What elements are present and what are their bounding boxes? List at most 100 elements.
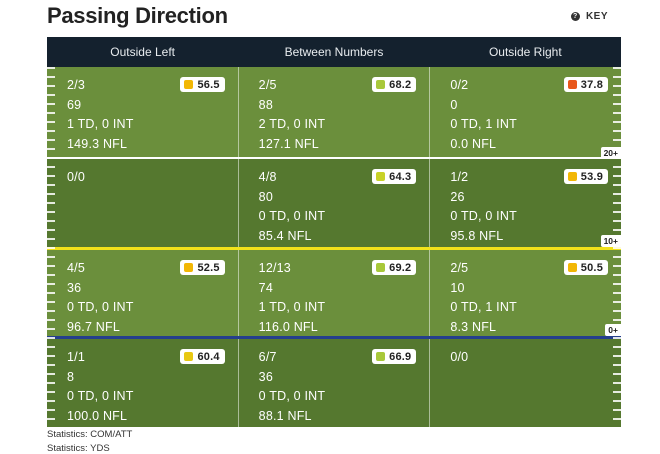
grade-color-swatch [184,263,194,272]
stat-yards: 26 [450,189,465,204]
depth-row: 0/0 4/8 80 0 TD, 0 INT 85.4 NFL 64.3 1/2 26 0 TD… [47,159,621,247]
zone-cell[interactable]: 1/1 8 0 TD, 0 INT 100.0 NFL 60.4 [47,339,238,427]
right-hash-marks [613,67,621,427]
zone-cell[interactable]: 2/3 69 1 TD, 0 INT 149.3 NFL 56.5 [47,67,238,157]
grade-value: 53.9 [580,170,604,183]
zone-cell[interactable]: 4/8 80 0 TD, 0 INT 85.4 NFL 64.3 [237,159,430,247]
first-down-line [47,247,621,250]
stat-td-int: 0 TD, 0 INT [450,209,517,223]
grade-value: 56.5 [197,78,220,91]
depth-row: 1/1 8 0 TD, 0 INT 100.0 NFL 60.4 6/7 36 0 TD, 0… [47,339,621,427]
grade-color-swatch [376,80,386,89]
grade-badge: 56.5 [180,77,225,92]
stat-td-int: 2 TD, 0 INT [258,117,326,131]
stat-com-att: 2/3 [67,78,85,92]
stat-yards: 88 [258,97,273,112]
stat-com-att: 0/0 [450,350,469,364]
stat-td-int: 0 TD, 1 INT [450,300,517,314]
yard-line-20 [47,157,621,159]
grade-color-swatch [376,172,386,181]
stat-td-int: 1 TD, 0 INT [258,300,326,314]
grade-value: 66.9 [389,350,412,363]
line-of-scrimmage [47,336,621,339]
grade-badge: 50.5 [563,260,609,275]
grade-badge: 69.2 [372,260,417,275]
question-icon: ? [570,12,580,21]
stat-com-att: 0/2 [450,78,469,92]
stat-yards [67,188,238,208]
depth-marker: 0+ [605,324,621,336]
grade-color-swatch [376,352,386,361]
zone-cell[interactable]: 0/0 [47,159,238,247]
stat-nfl-rating: 88.1 NFL [258,408,312,423]
grade-color-swatch [567,80,577,89]
grade-badge: 68.2 [372,77,417,92]
stat-nfl-rating: 0.0 NFL [450,136,497,151]
stat-com-att: 4/8 [258,170,277,184]
zone-cell[interactable]: 1/2 26 0 TD, 0 INT 95.8 NFL 53.9 [429,159,621,247]
grade-color-swatch [184,352,194,361]
stat-td-int: 0 TD, 0 INT [67,300,134,314]
stat-com-att: 0/0 [67,170,85,184]
stat-nfl-rating: 85.4 NFL [258,228,312,243]
column-header: Outside Left Between Numbers Outside Rig… [47,37,621,67]
stat-nfl-rating: 100.0 NFL [67,408,128,423]
stat-yards: 36 [258,369,273,384]
stat-td-int: 0 TD, 0 INT [258,209,326,223]
column-between-numbers: Between Numbers [284,45,384,59]
stat-yards: 74 [258,280,273,295]
stat-td-int [450,387,621,407]
stat-yards: 80 [258,189,273,204]
stat-com-att: 1/2 [450,170,469,184]
grade-value: 50.5 [580,261,604,274]
grade-badge: 64.3 [372,169,417,184]
zone-cell[interactable]: 2/5 88 2 TD, 0 INT 127.1 NFL 68.2 [237,67,430,157]
left-hash-marks [47,67,55,427]
key-button[interactable]: ? KEY [570,11,608,22]
grade-badge: 53.9 [563,169,609,184]
stat-nfl-rating: 127.1 NFL [258,136,319,151]
grade-badge: 60.4 [180,349,225,364]
grade-value: 69.2 [389,261,412,274]
grade-badge: 66.9 [372,349,417,364]
stat-td-int: 0 TD, 1 INT [450,117,517,131]
grade-value: 52.5 [197,261,220,274]
depth-row: 4/5 36 0 TD, 0 INT 96.7 NFL 52.5 12/13 74 1 TD,… [47,250,621,336]
stat-nfl-rating [67,227,238,247]
zone-cell[interactable]: 2/5 10 0 TD, 1 INT 8.3 NFL 50.5 [429,250,621,336]
stat-com-att: 6/7 [258,350,277,364]
stat-yards: 0 [450,97,458,112]
grade-value: 64.3 [389,170,412,183]
stat-yards: 69 [67,97,82,112]
stat-nfl-rating: 149.3 NFL [67,136,128,151]
stat-td-int [67,207,238,227]
stat-td-int: 0 TD, 0 INT [258,389,326,403]
stat-com-att: 12/13 [258,261,291,275]
grade-value: 68.2 [389,78,412,91]
key-label: KEY [585,11,608,22]
grade-color-swatch [184,80,194,89]
stat-com-att: 2/5 [258,78,277,92]
stat-nfl-rating: 95.8 NFL [450,228,504,243]
zone-cell[interactable]: 4/5 36 0 TD, 0 INT 96.7 NFL 52.5 [47,250,238,336]
stat-com-att: 1/1 [67,350,85,364]
stat-nfl-rating: 116.0 NFL [258,319,318,334]
zone-cell[interactable]: 12/13 74 1 TD, 0 INT 116.0 NFL 69.2 [237,250,430,336]
grade-color-swatch [567,172,577,181]
zone-cell[interactable]: 6/7 36 0 TD, 0 INT 88.1 NFL 66.9 [237,339,430,427]
passing-field: 1/1 8 0 TD, 0 INT 100.0 NFL 60.4 6/7 36 0 TD, 0… [47,67,621,427]
grade-badge: 52.5 [180,260,225,275]
stat-nfl-rating: 8.3 NFL [450,319,497,334]
stat-com-att: 4/5 [67,261,85,275]
stat-yards [450,368,621,388]
stat-td-int: 1 TD, 0 INT [67,117,134,131]
zone-cell[interactable]: 0/0 [429,339,621,427]
stat-yards: 36 [67,280,82,295]
depth-row: 2/3 69 1 TD, 0 INT 149.3 NFL 56.5 2/5 88 2 TD, … [47,67,621,157]
zone-cell[interactable]: 0/2 0 0 TD, 1 INT 0.0 NFL 37.8 [429,67,621,157]
stat-yards: 8 [67,369,75,384]
page-title: Passing Direction [47,3,228,28]
stat-nfl-rating [450,407,621,427]
grade-badge: 37.8 [563,77,609,92]
legend-yds: Statistics: YDS [47,443,110,454]
